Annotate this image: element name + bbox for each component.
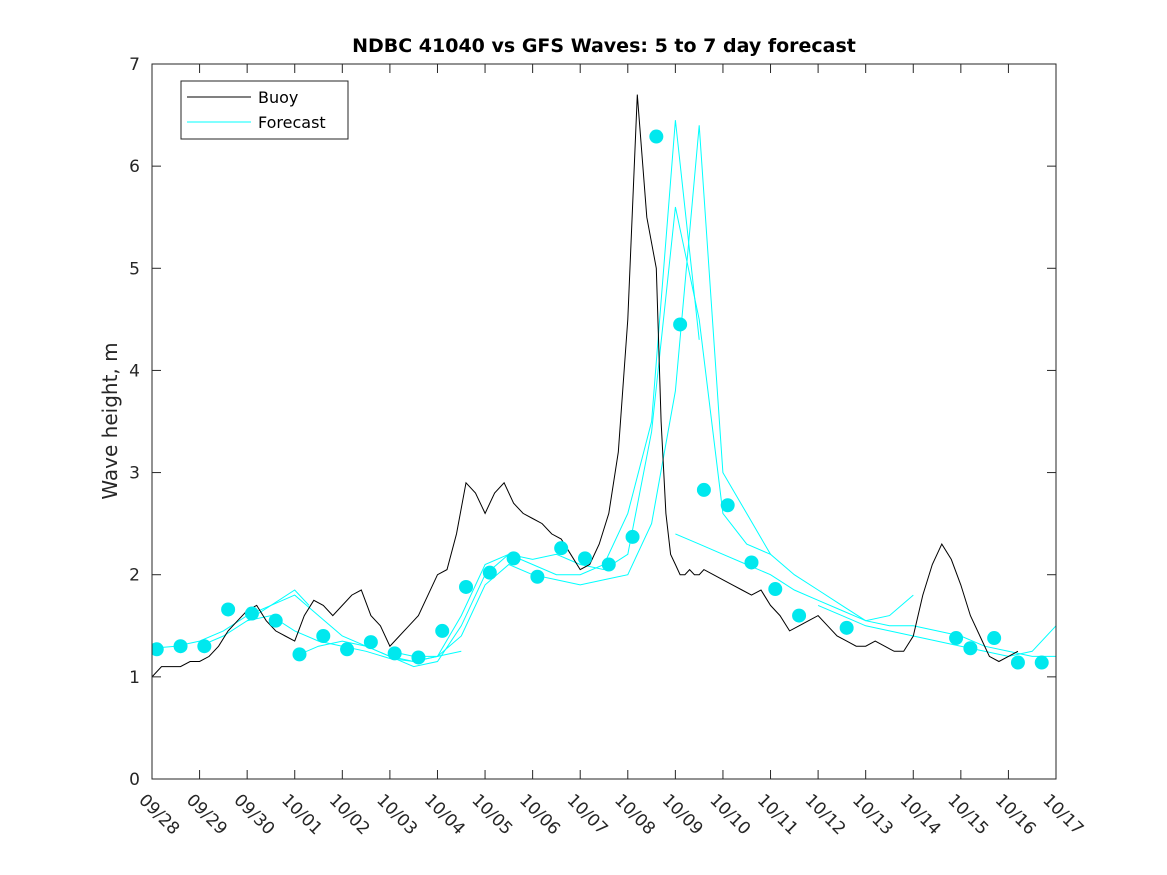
forecast-marker [482, 565, 497, 580]
forecast-line-6 [675, 533, 1056, 657]
y-tick-label: 5 [129, 259, 140, 279]
y-tick-label: 0 [129, 770, 140, 790]
forecast-marker [987, 631, 1002, 646]
forecast-marker [649, 129, 664, 144]
forecast-marker [696, 482, 711, 497]
axes-background [152, 64, 1056, 779]
y-tick-label: 2 [129, 566, 140, 586]
y-tick-label: 1 [129, 668, 140, 688]
forecast-marker [197, 639, 212, 654]
forecast-marker [387, 646, 402, 661]
y-tick-label: 6 [129, 157, 140, 177]
forecast-marker [949, 631, 964, 646]
forecast-marker [839, 620, 854, 635]
forecast-marker [744, 555, 759, 570]
forecast-marker [152, 642, 164, 657]
forecast-marker [625, 529, 640, 544]
forecast-marker [363, 635, 378, 650]
y-tick-label: 7 [129, 55, 140, 75]
forecast-marker [963, 641, 978, 656]
legend-box [180, 80, 349, 140]
y-tick-label: 4 [129, 361, 140, 381]
series-layer [152, 94, 1056, 678]
forecast-marker [506, 551, 521, 566]
forecast-marker [459, 579, 474, 594]
legend-buoy-label: Buoy [258, 88, 298, 107]
forecast-marker [292, 647, 307, 662]
legend-forecast-label: Forecast [258, 113, 326, 132]
forecast-marker [1010, 655, 1025, 670]
forecast-marker [244, 606, 259, 621]
forecast-marker [768, 582, 783, 597]
forecast-marker [340, 642, 355, 657]
axes-frame [151, 63, 1057, 780]
forecast-marker [554, 541, 569, 556]
forecast-marker [792, 608, 807, 623]
series-group [152, 94, 1056, 678]
forecast-marker [316, 629, 331, 643]
y-axis-label: Wave height, m [98, 342, 122, 499]
y-axis: 0 1 2 3 4 5 6 7 [129, 55, 1056, 790]
chart-title: NDBC 41040 vs GFS Waves: 5 to 7 day fore… [352, 35, 856, 57]
forecast-line-7 [817, 604, 1056, 657]
forecast-line-3 [246, 120, 700, 663]
forecast-line-4 [294, 206, 771, 668]
forecast-marker [601, 557, 616, 572]
y-tick-label: 3 [129, 464, 140, 484]
forecast-marker [720, 498, 735, 513]
forecast-marker [411, 650, 426, 665]
forecast-line-5 [389, 125, 914, 657]
legend: Buoy Forecast [180, 80, 349, 140]
forecast-marker [673, 317, 688, 332]
forecast-marker [435, 623, 450, 638]
buoy-line [152, 94, 1019, 678]
forecast-marker [268, 613, 283, 628]
forecast-marker [530, 569, 545, 584]
forecast-marker [221, 602, 236, 617]
forecast-marker [1034, 655, 1049, 670]
forecast-marker [577, 551, 592, 566]
plot-area [152, 64, 1056, 779]
forecast-marker [173, 639, 188, 654]
